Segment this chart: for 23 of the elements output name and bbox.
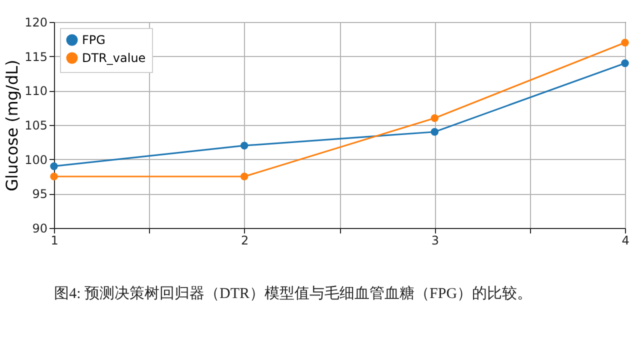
point	[240, 142, 248, 150]
caption: 图4: 预测决策树回归器（DTR）模型值与毛细血管血糖（FPG）的比较。	[54, 285, 532, 302]
point	[240, 172, 248, 180]
legend-label: FPG	[82, 33, 106, 47]
y-tick-label: 105	[24, 118, 48, 132]
point	[621, 59, 629, 68]
point	[430, 114, 439, 122]
y-tick-label: 90	[32, 222, 48, 236]
y-tick-label: 95	[32, 187, 48, 202]
x-tick-label: 1	[50, 234, 58, 248]
point	[50, 162, 58, 170]
x-tick-label: 3	[431, 234, 439, 248]
y-axis-title: Glucose (mg/dL)	[2, 60, 22, 192]
legend-label: DTR_value	[82, 51, 146, 65]
x-tick-label: 4	[622, 234, 630, 248]
point	[621, 38, 629, 46]
y-tick-label: 110	[24, 84, 48, 98]
x-tick-label: 2	[241, 234, 249, 248]
y-tick-label: 120	[24, 16, 48, 30]
y-tick-label: 115	[24, 50, 48, 64]
y-tick-label: 100	[24, 152, 48, 167]
point	[430, 128, 439, 136]
point	[50, 172, 58, 180]
